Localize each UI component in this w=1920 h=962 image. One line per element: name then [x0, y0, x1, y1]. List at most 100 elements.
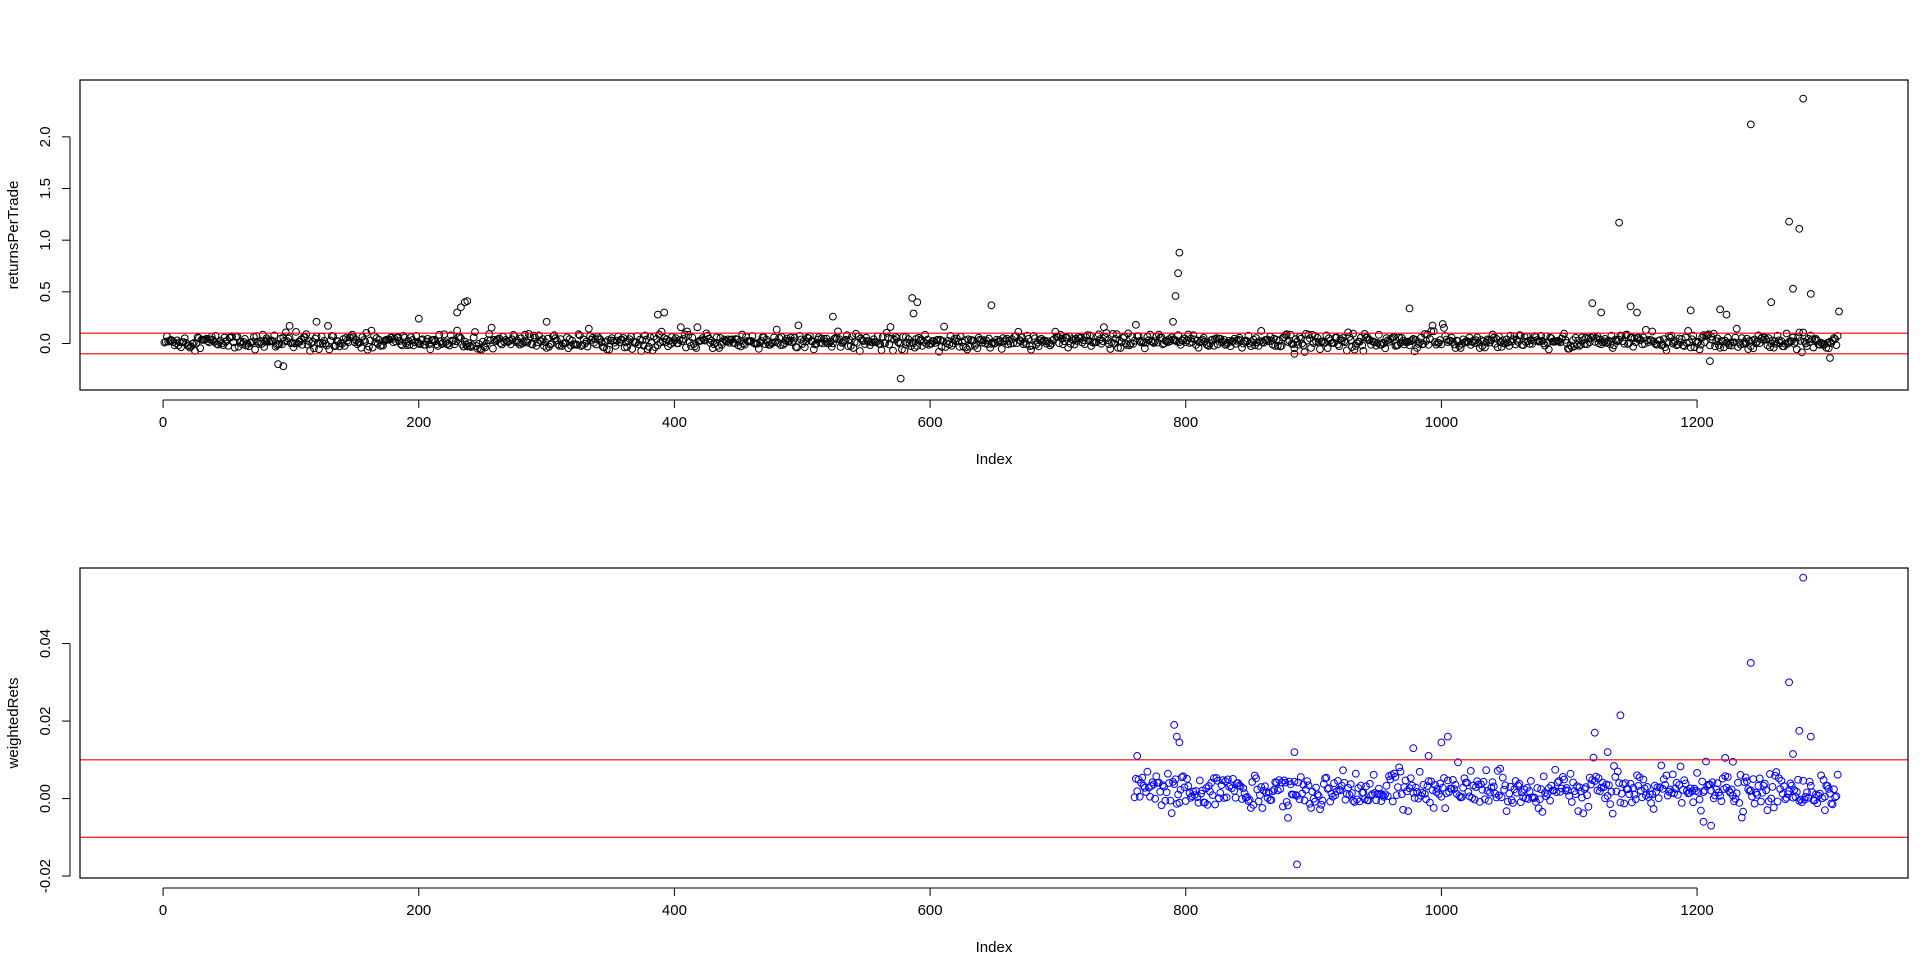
- data-point: [1161, 796, 1170, 805]
- data-point: [583, 342, 592, 351]
- data-point: [1544, 784, 1553, 793]
- data-point: [1787, 781, 1796, 790]
- data-point: [1463, 778, 1471, 787]
- data-point: [1672, 778, 1681, 787]
- data-point: [1588, 299, 1597, 308]
- data-point: [1553, 778, 1562, 787]
- data-point: [1661, 781, 1669, 789]
- data-point: [440, 330, 449, 339]
- data-point: [1498, 773, 1507, 782]
- data-point: [1706, 780, 1714, 789]
- data-point: [1121, 339, 1130, 348]
- data-point: [514, 338, 523, 347]
- data-point: [1808, 335, 1816, 344]
- data-point: [1681, 779, 1690, 788]
- y-tick-label: 1.0: [37, 230, 54, 251]
- data-point: [1707, 821, 1715, 830]
- data-point: [1427, 327, 1436, 336]
- data-point: [852, 329, 860, 338]
- x-tick-label: 1200: [1680, 414, 1713, 431]
- data-point: [1804, 793, 1813, 802]
- data-point: [1690, 343, 1699, 352]
- data-point: [1377, 797, 1386, 805]
- data-point: [1466, 767, 1475, 775]
- data-point: [1716, 305, 1724, 314]
- data-point: [1649, 805, 1658, 813]
- data-point: [487, 323, 496, 332]
- data-point: [1396, 767, 1405, 776]
- data-point: [1578, 793, 1586, 802]
- data-point: [1399, 805, 1407, 814]
- data-point: [542, 317, 551, 326]
- data-point: [1832, 341, 1841, 350]
- data-point: [1135, 792, 1144, 801]
- data-point: [1771, 771, 1779, 780]
- data-point: [1405, 304, 1414, 313]
- weighted-rets-plot: 0 200 400 600 800 1000 1200 -0.02 0.00 0.02 0.04 I…: [5, 567, 1909, 956]
- data-point: [1240, 337, 1249, 346]
- data-point: [1574, 807, 1583, 815]
- data-point: [1034, 342, 1043, 351]
- data-point: [290, 339, 299, 348]
- data-point: [1176, 785, 1185, 794]
- data-point: [1137, 338, 1145, 347]
- data-point: [1055, 339, 1064, 348]
- data-point: [485, 330, 494, 338]
- data-point: [916, 336, 924, 345]
- data-point: [1699, 788, 1708, 796]
- data-point: [1275, 776, 1283, 784]
- data-point: [1674, 791, 1682, 799]
- data-point: [1608, 809, 1617, 818]
- plot-frame: [79, 567, 1909, 879]
- data-point: [1419, 780, 1428, 789]
- data-point: [1133, 752, 1142, 760]
- data-point: [1440, 324, 1448, 332]
- data-point: [1734, 778, 1742, 787]
- data-point: [1527, 777, 1535, 785]
- data-point: [453, 308, 462, 317]
- data-point: [1598, 778, 1607, 787]
- data-point: [1199, 333, 1208, 342]
- data-point: [1677, 799, 1686, 807]
- data-point: [1566, 769, 1575, 778]
- data-point: [1408, 781, 1416, 790]
- data-point: [1279, 802, 1287, 811]
- data-point: [1344, 328, 1352, 337]
- data-point: [940, 322, 948, 331]
- data-point: [1239, 784, 1248, 793]
- data-point: [1296, 773, 1305, 781]
- data-point: [1656, 336, 1664, 345]
- data-point: [1795, 328, 1804, 337]
- data-point: [1539, 772, 1548, 781]
- data-point: [1357, 781, 1365, 790]
- data-point: [1695, 795, 1704, 804]
- data-point: [1254, 797, 1263, 806]
- data-point: [793, 343, 801, 352]
- data-point: [322, 341, 331, 350]
- data-point: [1741, 773, 1750, 782]
- data-point: [772, 325, 781, 334]
- data-point: [1792, 788, 1801, 796]
- data-point: [1198, 335, 1207, 344]
- data-point: [1401, 776, 1410, 785]
- data-point: [1551, 765, 1560, 774]
- data-point: [1717, 797, 1726, 806]
- data-point: [1648, 790, 1657, 799]
- data-point: [827, 342, 836, 351]
- data-point: [1339, 766, 1347, 775]
- data-point: [1803, 788, 1811, 797]
- data-point: [1481, 795, 1489, 804]
- data-point: [1346, 780, 1355, 789]
- data-point: [251, 345, 260, 354]
- data-point: [1308, 787, 1317, 796]
- data-point: [1178, 773, 1186, 782]
- data-point: [1454, 758, 1462, 767]
- weighted-axes: 0 200 400 600 800 1000 1200 -0.02 0.00 0.02 0.04: [37, 567, 1909, 919]
- data-point: [310, 344, 318, 353]
- data-point: [1594, 774, 1603, 783]
- x-tick-label: 800: [1173, 902, 1198, 919]
- data-point: [800, 343, 809, 352]
- data-point: [1138, 773, 1147, 782]
- data-point: [1114, 343, 1122, 352]
- data-point: [1180, 783, 1189, 792]
